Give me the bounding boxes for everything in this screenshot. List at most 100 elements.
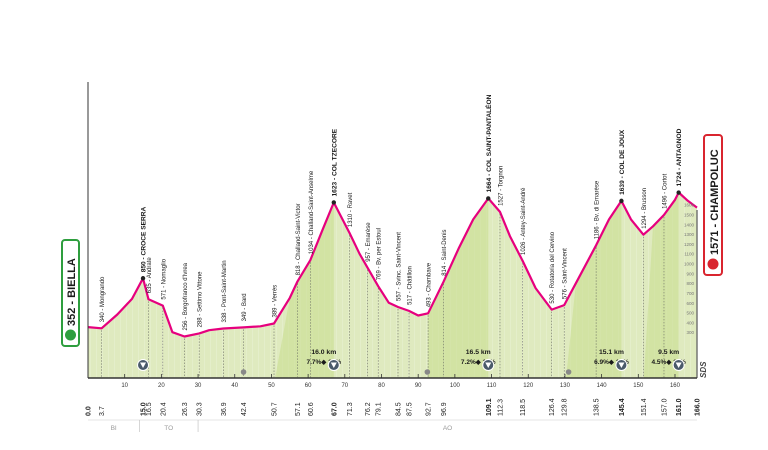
elevation-scale-label: 700 [686, 291, 694, 296]
summit-dot [331, 200, 337, 205]
elevation-scale-label: 1600 [684, 203, 695, 208]
climb-area-3 [643, 192, 679, 378]
region-label: TO [164, 425, 173, 432]
profile-stripes [88, 192, 697, 378]
elevation-scale-label: 1400 [684, 222, 695, 227]
place-label: 1310 - Ravet [348, 192, 354, 227]
km-label: 3.7 [99, 406, 106, 416]
kom-marker-icon [482, 359, 495, 371]
km-label: 50.7 [272, 402, 279, 416]
km-label: 157.0 [662, 398, 669, 416]
km-label: 42.4 [241, 402, 248, 416]
elevation-scale-label: 300 [686, 330, 694, 335]
place-label: 1294 - Brusson [642, 188, 648, 229]
place-label: 571 - Nomaglio [161, 258, 167, 299]
elevation-scale-label: 1300 [684, 232, 695, 237]
climb-markers: 16.0 km 7.7%◆ 15% 16.5 km 7.2%◆ 12% 15.1 km 6… [137, 349, 686, 375]
km-label: 16.5 [146, 402, 153, 416]
climb-gradient: 7.2%◆ 12% [461, 359, 496, 366]
climb-length: 15.1 km [599, 349, 624, 356]
region-label: BI [111, 425, 117, 432]
place-label: 1186 - Bv. di Emarèse [595, 180, 601, 239]
place-label: 1496 - Cortot [663, 174, 669, 209]
elevation-scale-label: 400 [686, 320, 694, 325]
elevation-scale-label: 900 [686, 271, 694, 276]
place-label: 1623 - COL TZECORE [331, 128, 338, 196]
km-tick-label: 80 [378, 383, 385, 389]
kom-marker-icon [137, 359, 150, 371]
km-tick-label: 50 [268, 383, 275, 389]
intermediate-point-icon [424, 369, 431, 375]
km-label: 161.0 [676, 398, 683, 416]
climb-gradient: 6.9%◆ 12% [594, 359, 629, 366]
place-label: 814 - Saint-Denis [442, 229, 448, 275]
km-label: 20.4 [160, 402, 167, 416]
intermediate-point-icon [240, 369, 247, 375]
place-label: 517 - Châtillon [408, 266, 414, 305]
elevation-scale-label: 1200 [684, 242, 695, 247]
place-label: 1026 - Antey-Saint-André [521, 187, 527, 255]
intermediate-point-icon [565, 369, 572, 375]
profile-line [87, 191, 698, 338]
place-label: 338 - Pont-Saint-Martin [222, 260, 228, 322]
elevation-scale-label: 1000 [684, 262, 695, 267]
start-label: 352 - BIELLA [66, 258, 78, 326]
start-badge: 352 - BIELLA [61, 239, 80, 347]
place-label: 1034 - Challand-Saint-Anselme [309, 170, 315, 254]
climb-area-2 [566, 200, 622, 378]
km-tick-label: 10 [121, 383, 128, 389]
km-tick-label: 160 [670, 383, 681, 389]
kom-marker-icon [327, 359, 340, 371]
km-label: 84.5 [396, 402, 403, 416]
km-tick-label: 100 [450, 383, 461, 389]
place-label: 957 - Emarèse [366, 222, 372, 262]
place-label: 288 - Settimo Vittone [198, 271, 204, 328]
kom-marker-icon [615, 359, 628, 371]
km-label: 79.1 [376, 402, 383, 416]
place-label: 1724 - ANTAGNOD [676, 128, 683, 186]
sds-label: SDS [699, 361, 708, 378]
place-label: 850 - CROCE SERRA [141, 206, 148, 272]
elevation-scale-label: 500 [686, 311, 694, 316]
place-label: 493 - Chambave [427, 262, 433, 307]
km-tick-label: 110 [487, 383, 497, 389]
km-tick-label: 150 [633, 383, 644, 389]
place-label: 1527 - Torgnon [499, 166, 505, 206]
place-label: 530 - Rotatoria del Cervino [550, 231, 556, 303]
km-tick-label: 90 [415, 383, 422, 389]
place-label: 1639 - COL DE JOUX [619, 129, 626, 195]
km-label: 96.9 [441, 402, 448, 416]
km-label: 129.8 [562, 398, 569, 416]
place-label: 576 - Saint-Vincent [563, 248, 569, 299]
km-label: 166.0 [695, 398, 702, 416]
finish-label: 1571 - CHAMPOLUC [709, 149, 721, 255]
km-label: 92.7 [426, 402, 433, 416]
km-label: 112.3 [498, 399, 505, 416]
climb-gradient: 4.5%◆ 11% [652, 359, 686, 366]
km-label: 109.1 [486, 398, 493, 416]
km-label: 0.0 [86, 406, 93, 416]
kom-marker-icon [672, 359, 685, 371]
elevation-scale-label: 1500 [684, 213, 695, 218]
place-label: 389 - Verrès [273, 285, 279, 318]
km-tick-label: 40 [231, 383, 238, 389]
climb-area-0 [275, 202, 334, 378]
km-label: 71.3 [347, 402, 354, 416]
climb-gradient: 7.7%◆ 15% [306, 359, 341, 366]
elevation-scale-label: 1100 [684, 252, 694, 257]
summit-dot [676, 190, 681, 195]
km-tick-label: 140 [597, 383, 608, 389]
place-label: 349 - Bard [242, 293, 248, 321]
climb-length: 16.5 km [466, 349, 491, 356]
place-label: 635 - Andrate [147, 257, 153, 294]
place-label: 1664 - COL SAINT-PANTALÉON [484, 94, 493, 192]
place-label: 340 - Mongrando [100, 276, 106, 322]
km-tick-label: 20 [158, 383, 165, 389]
elevation-scale-label: 600 [686, 301, 694, 306]
place-label: 769 - Bv. per Estoul [377, 228, 383, 280]
place-label: 818 - Challand-Saint-Victor [296, 203, 302, 275]
summit-dot [486, 196, 491, 201]
finish-badge: 1571 - CHAMPOLUC [703, 134, 723, 276]
climb-area-1 [428, 198, 489, 378]
